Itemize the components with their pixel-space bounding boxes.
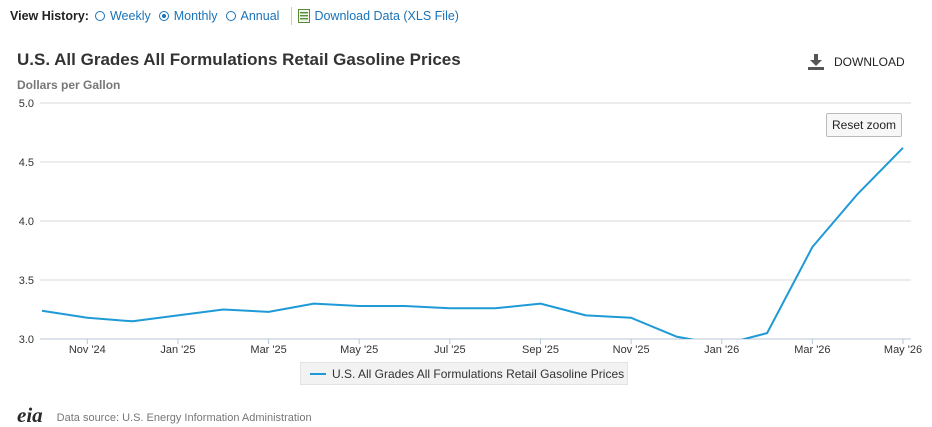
radio-weekly-label[interactable]: Weekly bbox=[109, 9, 151, 23]
radio-weekly-circle[interactable] bbox=[94, 11, 105, 21]
radio-annual-circle[interactable] bbox=[225, 11, 236, 21]
radio-monthly-circle[interactable] bbox=[158, 11, 169, 21]
chart-title: U.S. All Grades All Formulations Retail … bbox=[17, 50, 461, 69]
x-tick-label: Jul '25 bbox=[434, 344, 465, 356]
x-tick-label: Mar '26 bbox=[794, 344, 830, 356]
x-tick-label: Nov '24 bbox=[69, 344, 106, 356]
legend-item[interactable]: U.S. All Grades All Formulations Retail … bbox=[300, 362, 628, 385]
reset-zoom-button[interactable]: Reset zoom bbox=[826, 113, 902, 137]
x-tick-label: May '26 bbox=[884, 344, 922, 356]
legend-swatch bbox=[310, 372, 326, 375]
chart-subtitle: Dollars per Gallon bbox=[17, 78, 121, 92]
x-tick-label: Jan '26 bbox=[704, 344, 739, 356]
footer: eia Data source: U.S. Energy Information… bbox=[17, 403, 312, 427]
download-data-link[interactable]: Download Data (XLS File) bbox=[298, 9, 459, 23]
chart-plot: 3.0 3.5 4.0 4.5 5.0 Nov '24 Jan '25 Mar '25 May … bbox=[19, 98, 922, 356]
radio-weekly[interactable]: Weekly bbox=[94, 9, 151, 23]
y-tick-label: 3.0 bbox=[19, 334, 34, 346]
x-tick-label: Jan '25 bbox=[160, 344, 195, 356]
spreadsheet-icon bbox=[298, 9, 311, 23]
view-history-bar: View History: Weekly Monthly Annual Down… bbox=[10, 6, 459, 26]
download-data-label[interactable]: Download Data (XLS File) bbox=[314, 9, 459, 23]
y-tick-label: 3.5 bbox=[19, 275, 34, 287]
eia-logo: eia bbox=[17, 403, 43, 427]
view-history-label: View History: bbox=[10, 9, 89, 23]
x-tick-label: Nov '25 bbox=[613, 344, 650, 356]
legend-label[interactable]: U.S. All Grades All Formulations Retail … bbox=[332, 366, 625, 381]
download-button-label[interactable]: DOWNLOAD bbox=[834, 55, 905, 69]
y-tick-label: 4.0 bbox=[19, 216, 34, 228]
download-button[interactable]: DOWNLOAD bbox=[808, 54, 905, 70]
x-tick-label: Mar '25 bbox=[250, 344, 286, 356]
y-tick-label: 5.0 bbox=[19, 98, 34, 110]
download-icon bbox=[808, 54, 824, 70]
radio-annual-label[interactable]: Annual bbox=[240, 9, 280, 23]
x-tick-label: Sep '25 bbox=[522, 344, 559, 356]
y-tick-label: 4.5 bbox=[19, 157, 34, 169]
x-tick-label: May '25 bbox=[340, 344, 378, 356]
radio-monthly[interactable]: Monthly bbox=[158, 9, 218, 23]
radio-monthly-label[interactable]: Monthly bbox=[173, 9, 218, 23]
radio-annual[interactable]: Annual bbox=[225, 9, 280, 23]
history-divider bbox=[291, 7, 293, 25]
series-line bbox=[41, 147, 904, 339]
data-source-text: Data source: U.S. Energy Information Adm… bbox=[56, 412, 312, 424]
